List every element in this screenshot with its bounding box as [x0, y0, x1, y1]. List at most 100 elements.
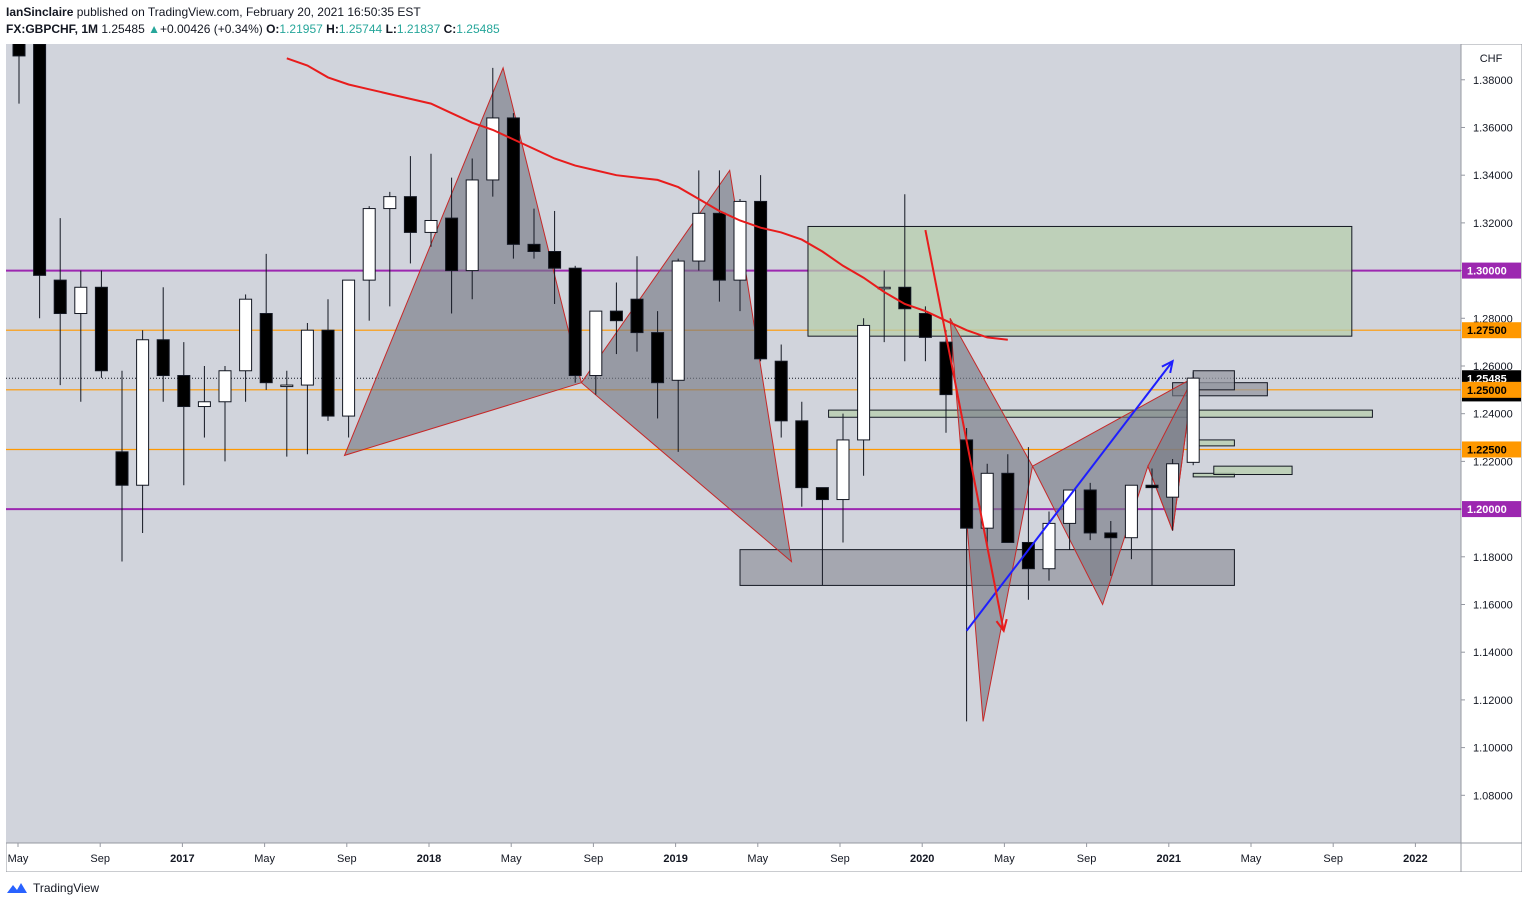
candle — [589, 310, 603, 395]
price-label-text: 1.20000 — [1467, 504, 1507, 516]
candle-body — [218, 370, 232, 403]
x-tick-label: 2020 — [910, 853, 934, 865]
candle — [362, 206, 376, 321]
y-tick-label: 1.10000 — [1473, 743, 1513, 755]
open-label: O: — [266, 22, 280, 36]
candle-body — [33, 43, 47, 276]
candle-body — [383, 196, 397, 210]
candle-body — [280, 384, 294, 388]
candle — [177, 342, 191, 486]
candle — [383, 191, 397, 307]
candle — [486, 67, 500, 197]
y-tick-label: 1.08000 — [1473, 790, 1513, 802]
x-tick-label: Sep — [1323, 853, 1343, 865]
candle-body — [136, 339, 150, 486]
last-price: 1.25485 — [101, 22, 145, 36]
candle-body — [300, 329, 314, 386]
x-tick-label: May — [1241, 853, 1262, 865]
x-tick-label: May — [254, 853, 275, 865]
candle-body — [609, 310, 623, 322]
candle — [918, 306, 932, 362]
zone-rect — [807, 225, 1353, 337]
high-value: 1.25744 — [338, 22, 383, 36]
candle-body — [1021, 541, 1035, 570]
y-tick-label: 1.34000 — [1473, 170, 1513, 182]
candle — [1021, 447, 1035, 600]
candle — [630, 256, 644, 352]
x-tick-label: May — [8, 853, 29, 865]
y-tick-label: 1.16000 — [1473, 599, 1513, 611]
candle-body — [177, 375, 191, 408]
candle — [94, 270, 108, 378]
price-label-box — [1462, 441, 1521, 458]
candle-body — [1001, 472, 1015, 543]
candle — [609, 282, 623, 355]
candle — [671, 258, 685, 452]
x-tick-label: 2019 — [663, 853, 687, 865]
candle-body — [774, 360, 788, 422]
y-tick-label: 1.24000 — [1473, 409, 1513, 421]
candle — [1001, 454, 1015, 543]
candle — [445, 177, 459, 314]
candle — [33, 8, 47, 319]
candle-body — [197, 401, 211, 408]
candle-body — [1083, 489, 1097, 534]
y-tick-label: 1.26000 — [1473, 361, 1513, 373]
candle — [774, 344, 788, 438]
candle-body — [960, 439, 974, 529]
candle-body — [939, 341, 953, 396]
candle-body — [1104, 532, 1118, 539]
chart-frame[interactable]: CHF 1.08000 1.10000 1.12000 1.14000 1.16000 1.… — [5, 0, 1523, 873]
x-tick-label: 2017 — [170, 853, 194, 865]
candle-body — [53, 279, 67, 315]
candle — [692, 170, 706, 271]
x-tick-label: Sep — [337, 853, 357, 865]
candle — [506, 113, 520, 259]
candle-body — [980, 472, 994, 529]
author-name[interactable]: IanSinclaire — [6, 5, 74, 19]
change-value: +0.00426 (+0.34%) — [159, 22, 263, 36]
change-arrow-icon: ▲ — [148, 22, 160, 36]
arrow-head — [995, 618, 1008, 633]
x-tick-label: Sep — [584, 853, 604, 865]
tradingview-logo-icon[interactable] — [6, 881, 28, 895]
candle — [1124, 484, 1138, 560]
candle-body — [712, 212, 726, 281]
candle — [280, 370, 294, 457]
candle-body — [836, 439, 850, 501]
candle-body — [733, 200, 747, 281]
candle-body — [589, 310, 603, 377]
trend-arrow — [965, 360, 1174, 632]
x-tick-label: May — [501, 853, 522, 865]
candlestick-chart[interactable]: CHF 1.08000 1.10000 1.12000 1.14000 1.16000 1.… — [5, 0, 1523, 873]
candle-body — [671, 260, 685, 381]
x-tick-label: Sep — [830, 853, 850, 865]
candle — [259, 253, 273, 390]
candle-body — [259, 313, 273, 384]
currency-label: CHF — [1480, 53, 1503, 65]
candle — [836, 413, 850, 543]
chart-header: IanSinclaire published on TradingView.co… — [6, 4, 500, 38]
pattern-polygon — [343, 66, 582, 457]
candle-body — [548, 251, 562, 269]
candle — [239, 294, 253, 402]
candle-body — [424, 219, 438, 233]
footer-brand[interactable]: TradingView — [33, 881, 100, 895]
candle-body — [74, 286, 88, 315]
price-label-box — [1462, 322, 1521, 339]
candle-body — [506, 117, 520, 245]
candle — [218, 365, 232, 462]
y-tick-label: 1.32000 — [1473, 218, 1513, 230]
candle-body — [156, 339, 170, 377]
candle — [342, 279, 356, 438]
candle-body — [403, 196, 417, 233]
zone-rect — [828, 409, 1373, 418]
candle-body — [1186, 377, 1200, 463]
candle — [321, 299, 335, 421]
candle-body — [486, 117, 500, 181]
candle — [136, 330, 150, 533]
candle-body — [115, 451, 129, 486]
candle-body — [1145, 484, 1159, 489]
x-tick-label: 2018 — [417, 853, 441, 865]
candle — [754, 175, 768, 362]
